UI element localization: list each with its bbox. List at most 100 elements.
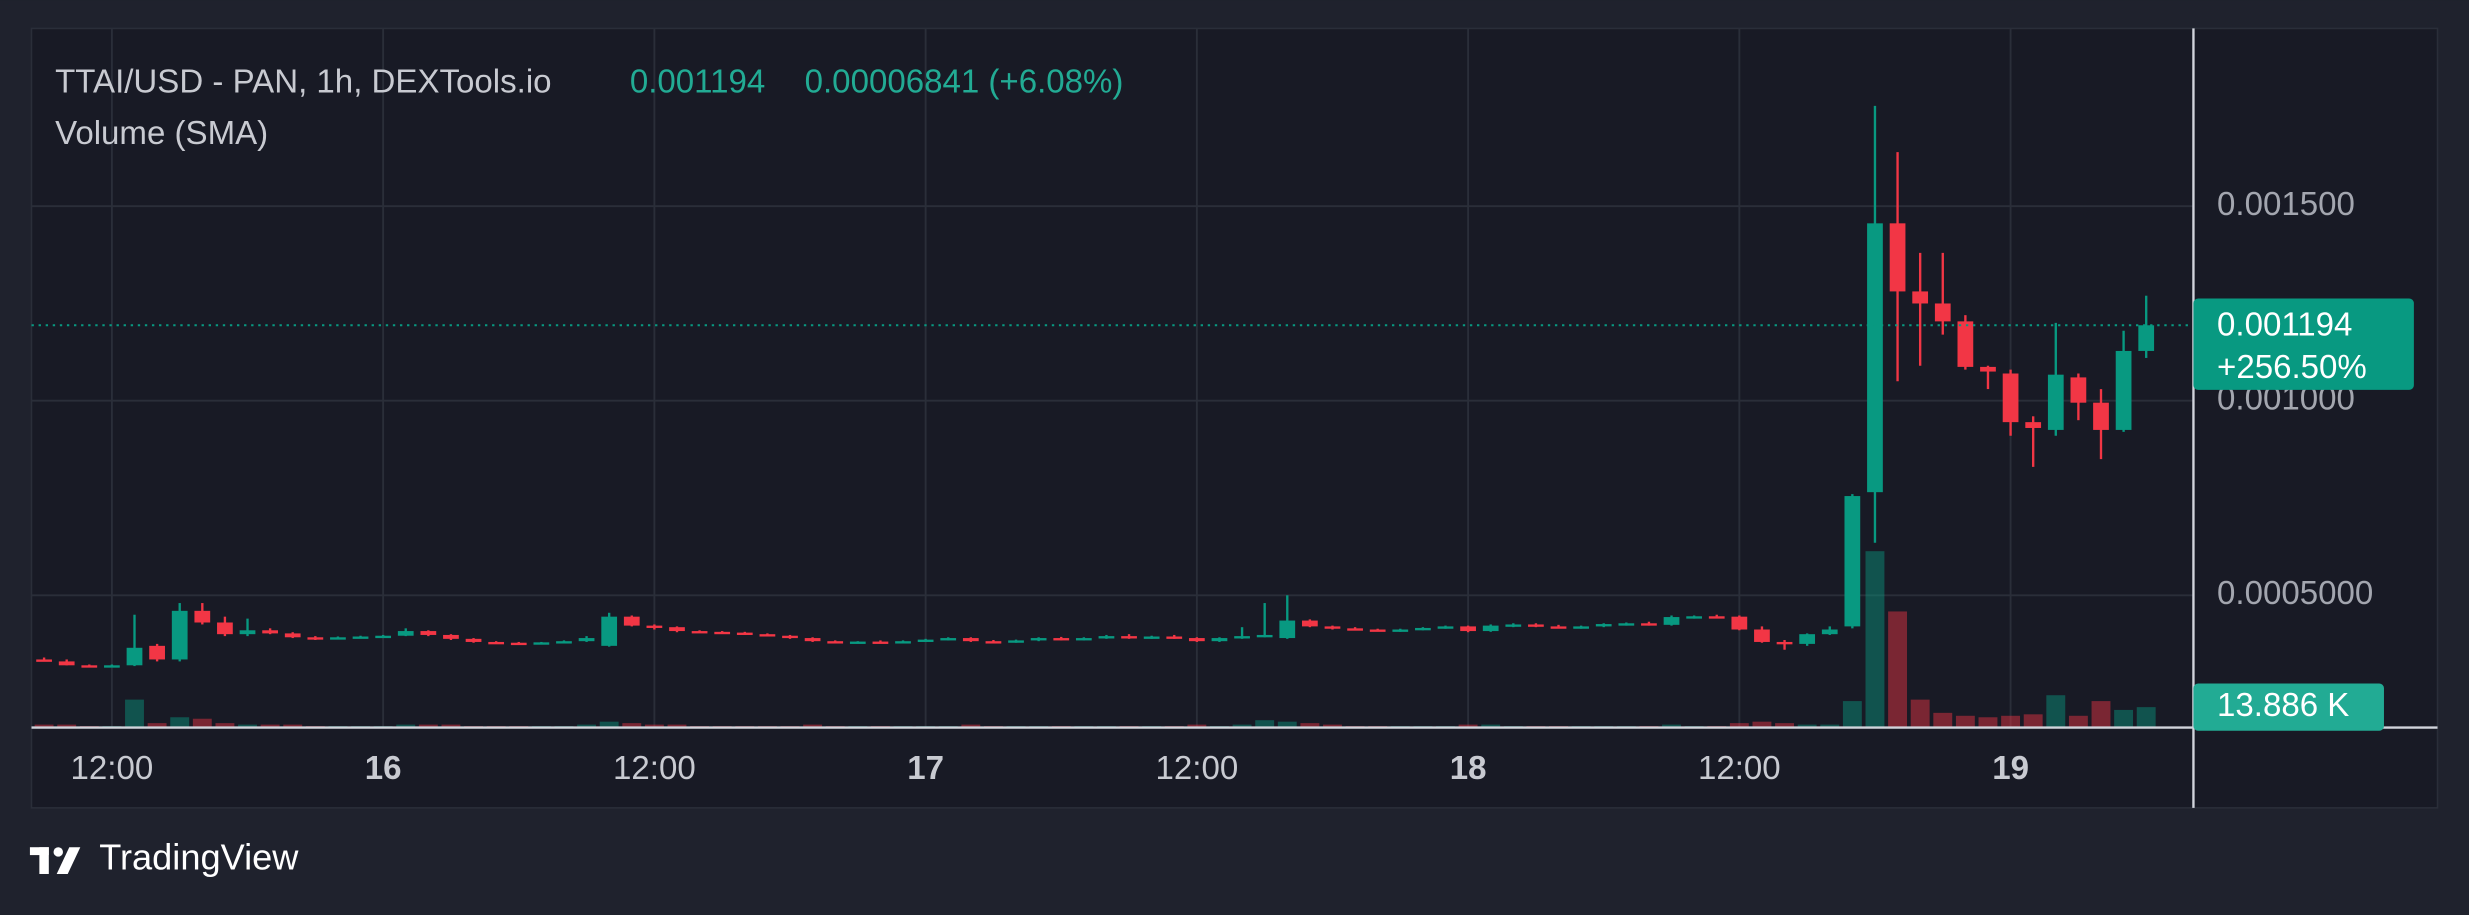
brand: TradingView: [99, 836, 299, 877]
volume-title: Volume (SMA): [55, 115, 268, 152]
candle-body: [284, 633, 301, 638]
chart-area: [30, 27, 2439, 809]
candle-body: [58, 661, 75, 666]
x-tick-label: 18: [1450, 750, 1487, 787]
candle-body: [171, 610, 188, 660]
volume-bar: [1888, 611, 1908, 728]
candle-body: [578, 638, 595, 642]
candle-body: [1867, 223, 1883, 493]
candle-body: [940, 638, 957, 641]
volume-bar: [192, 718, 212, 728]
candle-body: [1844, 496, 1861, 627]
candle-body: [1505, 624, 1522, 627]
candle-body: [1143, 636, 1160, 639]
candle-body: [1618, 623, 1635, 626]
candle-body: [917, 639, 934, 642]
volume-bar: [418, 724, 438, 728]
candle-body: [691, 631, 708, 634]
candle-body: [1234, 636, 1250, 639]
volume-bar: [1910, 699, 1930, 728]
candle-body: [262, 630, 278, 634]
volume-bar: [125, 699, 144, 728]
volume-bar: [961, 724, 981, 728]
candle-body: [330, 637, 346, 640]
volume-bar: [260, 724, 280, 728]
volume-bar: [2046, 695, 2066, 728]
volume-bar: [2114, 709, 2134, 728]
volume-bar: [1255, 720, 1275, 728]
volume-bar: [1933, 712, 1953, 728]
candle-body: [646, 625, 663, 628]
candle-body: [1302, 620, 1318, 627]
candle-body: [1347, 628, 1363, 631]
candle-body: [804, 638, 821, 642]
volume-bar: [34, 724, 54, 728]
candle-body: [1528, 624, 1544, 627]
candle-body: [1957, 321, 1974, 367]
candle-body: [849, 641, 866, 644]
candle-body: [1460, 626, 1476, 632]
candle-body: [1415, 627, 1431, 631]
candle-body: [1482, 625, 1499, 632]
volume-label: 13.886 K: [2217, 687, 2349, 724]
volume-bar: [803, 724, 823, 728]
candle-body: [2093, 402, 2109, 430]
candle-body: [1686, 616, 1703, 619]
price-change: 0.00006841 (+6.08%): [805, 63, 1124, 100]
candle-body: [1821, 629, 1838, 635]
candle-body: [601, 616, 618, 646]
volume-bar: [667, 724, 687, 728]
volume-bar: [1481, 724, 1501, 728]
volume-bar: [2091, 701, 2111, 728]
candle-body: [985, 641, 1002, 644]
brand-logo: [29, 847, 81, 874]
candle-body: [1008, 640, 1024, 643]
candle-body: [1279, 620, 1296, 639]
logo-part: [53, 847, 63, 857]
candle-body: [1799, 634, 1816, 644]
logo-part: [56, 847, 81, 874]
change-percent-label: +256.50%: [2217, 349, 2367, 386]
volume-bar: [170, 717, 190, 728]
volume-badge: [2193, 683, 2384, 731]
volume-bar: [1729, 723, 1749, 728]
candle-body: [81, 665, 98, 668]
candle-body: [2047, 374, 2064, 430]
volume-bar: [1277, 721, 1297, 728]
x-tick-label: 12:00: [71, 750, 154, 787]
chart-title: TTAI/USD - PAN, 1h, DEXTools.io: [55, 63, 551, 100]
volume-bar: [644, 724, 664, 728]
candle-body: [2115, 350, 2132, 430]
last-price: 0.001194: [630, 63, 765, 100]
candle-body: [1098, 636, 1115, 639]
candle-body: [1595, 624, 1612, 627]
candles: [31, 105, 2194, 668]
candle-body: [962, 638, 979, 642]
candle-body: [1392, 629, 1409, 632]
candle-body: [1708, 616, 1725, 619]
volume-bar: [1842, 701, 1862, 728]
candle-body: [623, 616, 640, 626]
y-tick-label: 0.0005000: [2217, 575, 2373, 612]
volume-bar: [1752, 721, 1772, 728]
volume-bar: [2136, 707, 2156, 728]
candle-body: [375, 635, 392, 639]
candle-body: [1912, 291, 1929, 304]
candle-body: [36, 659, 52, 662]
candle-body: [126, 647, 143, 666]
candle-body: [872, 641, 889, 644]
candle-body: [1731, 616, 1748, 630]
candle-body: [714, 631, 731, 635]
volume-bar: [1820, 724, 1840, 728]
volume-bar: [215, 723, 235, 728]
candle-body: [736, 632, 753, 635]
volume-bar: [283, 724, 303, 728]
x-tick-label: 12:00: [1698, 750, 1781, 787]
volume-bar: [1955, 715, 1975, 728]
candle-body: [443, 634, 459, 639]
x-tick-label: 17: [907, 750, 944, 787]
candle-body: [239, 630, 256, 635]
volume-bar: [1978, 717, 1998, 728]
